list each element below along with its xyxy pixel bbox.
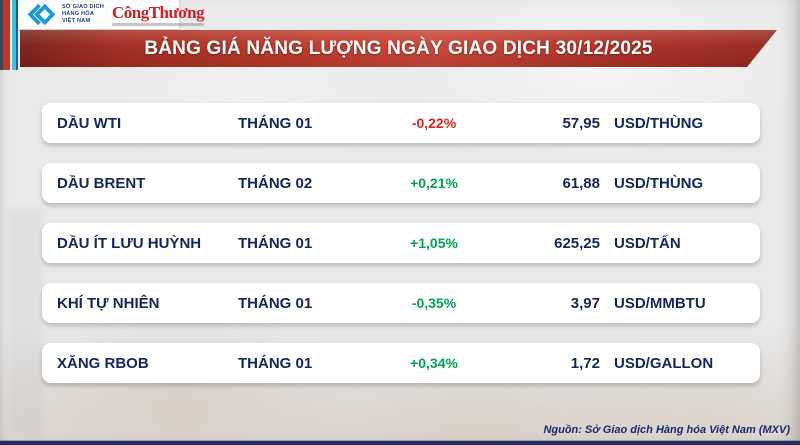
commodity-name: DẦU ÍT LƯU HUỲNH bbox=[57, 234, 202, 252]
percent-change: +0,34% bbox=[410, 355, 458, 371]
mxv-logo-text: SỞ GIAO DỊCH HÀNG HÓA VIỆT NAM bbox=[62, 4, 104, 24]
table-row: DẦU BRENT THÁNG 02 +0,21% 61,88 USD/THÙN… bbox=[42, 163, 760, 203]
contract-month: THÁNG 01 bbox=[238, 294, 313, 312]
accent-stripe-navy bbox=[0, 0, 3, 70]
price-unit: USD/GALLON bbox=[614, 354, 714, 372]
source-note: Nguồn: Sở Giao dịch Hàng hóa Việt Nam (M… bbox=[543, 424, 790, 436]
price-unit: USD/TẤN bbox=[614, 234, 681, 252]
table-row: KHÍ TỰ NHIÊN THÁNG 01 -0,35% 3,97 USD/MM… bbox=[42, 283, 760, 323]
contract-month: THÁNG 01 bbox=[238, 234, 313, 252]
price-value: 1,72 bbox=[570, 354, 600, 372]
table-row: DẦU ÍT LƯU HUỲNH THÁNG 01 +1,05% 625,25 … bbox=[42, 223, 760, 263]
commodity-name: KHÍ TỰ NHIÊN bbox=[57, 294, 160, 312]
mxv-chevron-logo-icon bbox=[25, 4, 57, 25]
accent-stripe-white bbox=[10, 0, 12, 70]
background-photo-edge bbox=[8, 208, 42, 436]
price-unit: USD/THÙNG bbox=[614, 174, 704, 192]
price-value: 57,95 bbox=[562, 114, 600, 132]
percent-change: -0,22% bbox=[411, 115, 457, 131]
accent-stripe-red bbox=[3, 0, 10, 70]
percent-change: -0,35% bbox=[411, 295, 457, 311]
table-row: DẦU WTI THÁNG 01 -0,22% 57,95 USD/THÙNG bbox=[42, 103, 760, 143]
percent-change: +0,21% bbox=[410, 175, 458, 191]
commodity-name: DẦU BRENT bbox=[57, 174, 146, 192]
commodity-name: DẦU WTI bbox=[57, 114, 122, 132]
congthuong-logo: CôngThương bbox=[111, 4, 205, 26]
congthuong-tagline bbox=[111, 22, 205, 26]
title-banner: BẢNG GIÁ NĂNG LƯỢNG NGÀY GIAO DỊCH 30/12… bbox=[20, 30, 777, 67]
price-value: 61,88 bbox=[562, 174, 600, 192]
page-title: BẢNG GIÁ NĂNG LƯỢNG NGÀY GIAO DỊCH 30/12… bbox=[144, 37, 653, 59]
commodity-name: XĂNG RBOB bbox=[57, 354, 149, 372]
table-row: XĂNG RBOB THÁNG 01 +0,34% 1,72 USD/GALLO… bbox=[42, 343, 760, 383]
header-logo-plate: SỞ GIAO DỊCH HÀNG HÓA VIỆT NAM CôngThương bbox=[18, 0, 205, 29]
accent-stripe-cyan bbox=[12, 0, 16, 70]
contract-month: THÁNG 02 bbox=[238, 174, 313, 192]
bottom-navy-bar bbox=[0, 440, 800, 445]
left-accent-bars bbox=[0, 0, 18, 70]
price-unit: USD/THÙNG bbox=[614, 114, 704, 132]
price-value: 625,25 bbox=[554, 234, 600, 252]
price-unit: USD/MMBTU bbox=[614, 294, 706, 312]
contract-month: THÁNG 01 bbox=[238, 354, 313, 372]
accent-stripe-blue bbox=[16, 0, 18, 70]
contract-month: THÁNG 01 bbox=[238, 114, 313, 132]
price-value: 3,97 bbox=[570, 294, 600, 312]
percent-change: +1,05% bbox=[410, 235, 458, 251]
